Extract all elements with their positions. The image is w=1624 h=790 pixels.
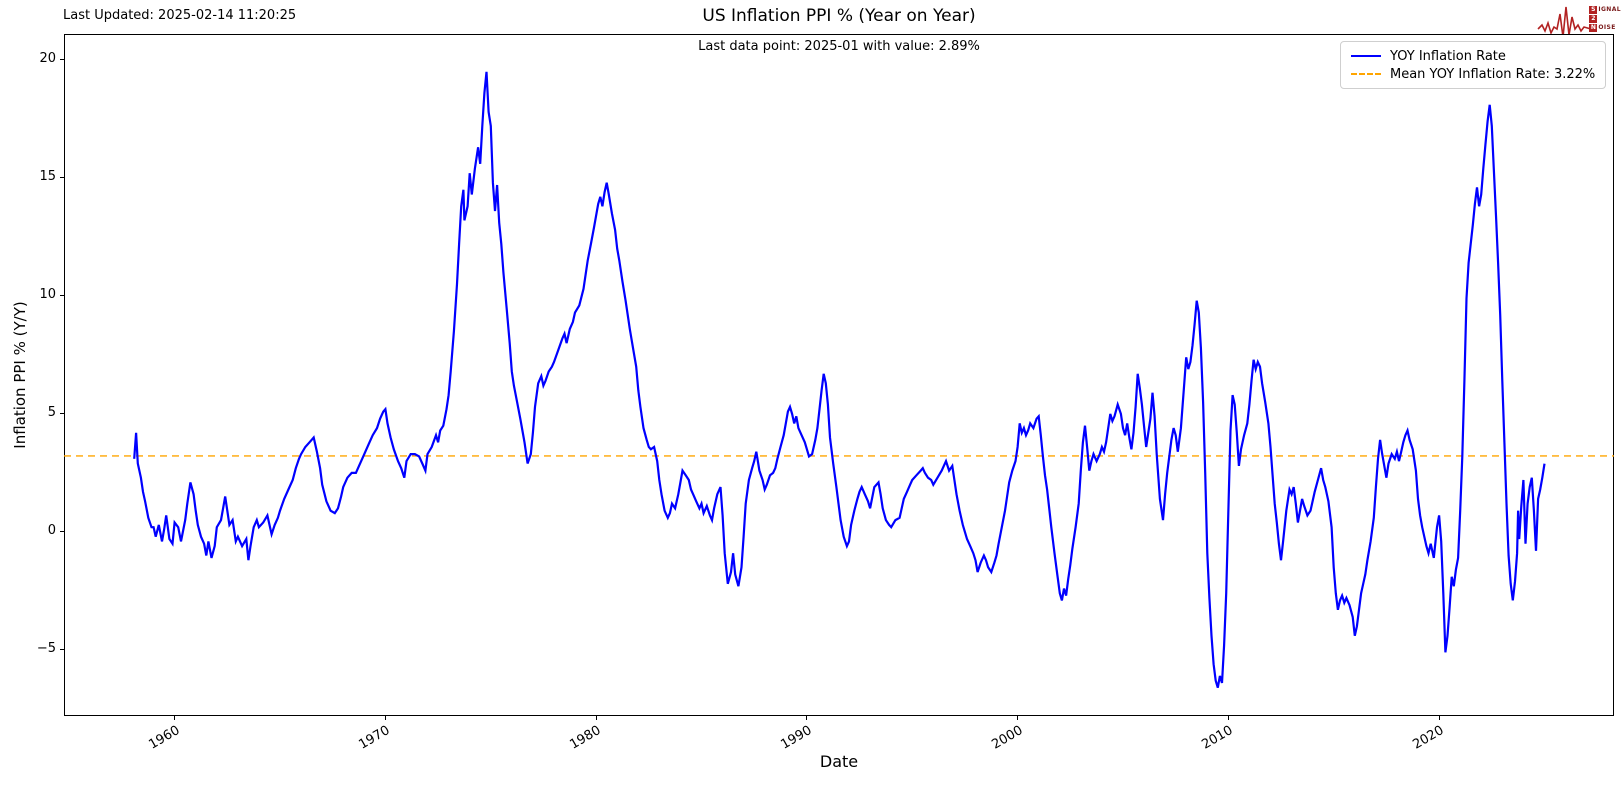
legend-line-swatch-dashed bbox=[1351, 73, 1381, 75]
y-axis-tick bbox=[60, 177, 64, 179]
legend-item-yoy: YOY Inflation Rate bbox=[1351, 49, 1595, 64]
x-axis-tick bbox=[1438, 716, 1440, 720]
plot-border bbox=[64, 34, 1614, 716]
chart-title: US Inflation PPI % (Year on Year) bbox=[702, 6, 976, 26]
last-updated-text: Last Updated: 2025-02-14 11:20:25 bbox=[63, 8, 297, 23]
x-axis-tick bbox=[1227, 716, 1229, 720]
y-tick-label: 5 bbox=[47, 404, 56, 420]
y-tick-label: −5 bbox=[36, 640, 56, 656]
x-axis-tick bbox=[806, 716, 808, 720]
logo-row-noise: N OISE bbox=[1589, 24, 1621, 32]
logo-word-oise: OISE bbox=[1598, 24, 1616, 31]
logo-word-ignal: IGNAL bbox=[1598, 6, 1621, 13]
chart-subtitle: Last data point: 2025-01 with value: 2.8… bbox=[698, 39, 980, 54]
x-axis-tick bbox=[1017, 716, 1019, 720]
y-tick-label: 10 bbox=[39, 286, 56, 302]
y-tick-label: 0 bbox=[47, 522, 56, 538]
y-axis-label: Inflation PPI % (Y/Y) bbox=[11, 301, 29, 449]
logo-row-signal: S IGNAL bbox=[1589, 6, 1621, 14]
plot-canvas bbox=[64, 71, 1614, 689]
y-axis-tick bbox=[60, 59, 64, 61]
logo-letter-2: 2 bbox=[1589, 15, 1598, 23]
logo-letter-s: S bbox=[1589, 6, 1598, 14]
x-axis-label: Date bbox=[819, 752, 859, 771]
y-axis-tick bbox=[60, 531, 64, 533]
y-axis-tick bbox=[60, 649, 64, 651]
legend-label-mean: Mean YOY Inflation Rate: 3.22% bbox=[1390, 66, 1596, 82]
x-axis-tick bbox=[595, 716, 597, 720]
x-axis-tick bbox=[384, 716, 386, 720]
y-tick-label: 20 bbox=[39, 50, 56, 66]
logo-letter-n: N bbox=[1589, 24, 1598, 32]
y-axis-tick bbox=[60, 295, 64, 297]
y-tick-label: 15 bbox=[39, 168, 56, 184]
legend-line-swatch-solid bbox=[1351, 55, 1381, 57]
x-axis-tick bbox=[174, 716, 176, 720]
legend-item-mean: Mean YOY Inflation Rate: 3.22% bbox=[1351, 67, 1595, 82]
legend-label-yoy: YOY Inflation Rate bbox=[1390, 48, 1506, 64]
y-axis-tick bbox=[60, 413, 64, 415]
yoy-inflation-line bbox=[133, 71, 1546, 689]
legend: YOY Inflation Rate Mean YOY Inflation Ra… bbox=[1340, 41, 1606, 89]
logo-row-2: 2 bbox=[1589, 15, 1621, 23]
logo-text: S IGNAL 2 N OISE bbox=[1589, 6, 1621, 32]
